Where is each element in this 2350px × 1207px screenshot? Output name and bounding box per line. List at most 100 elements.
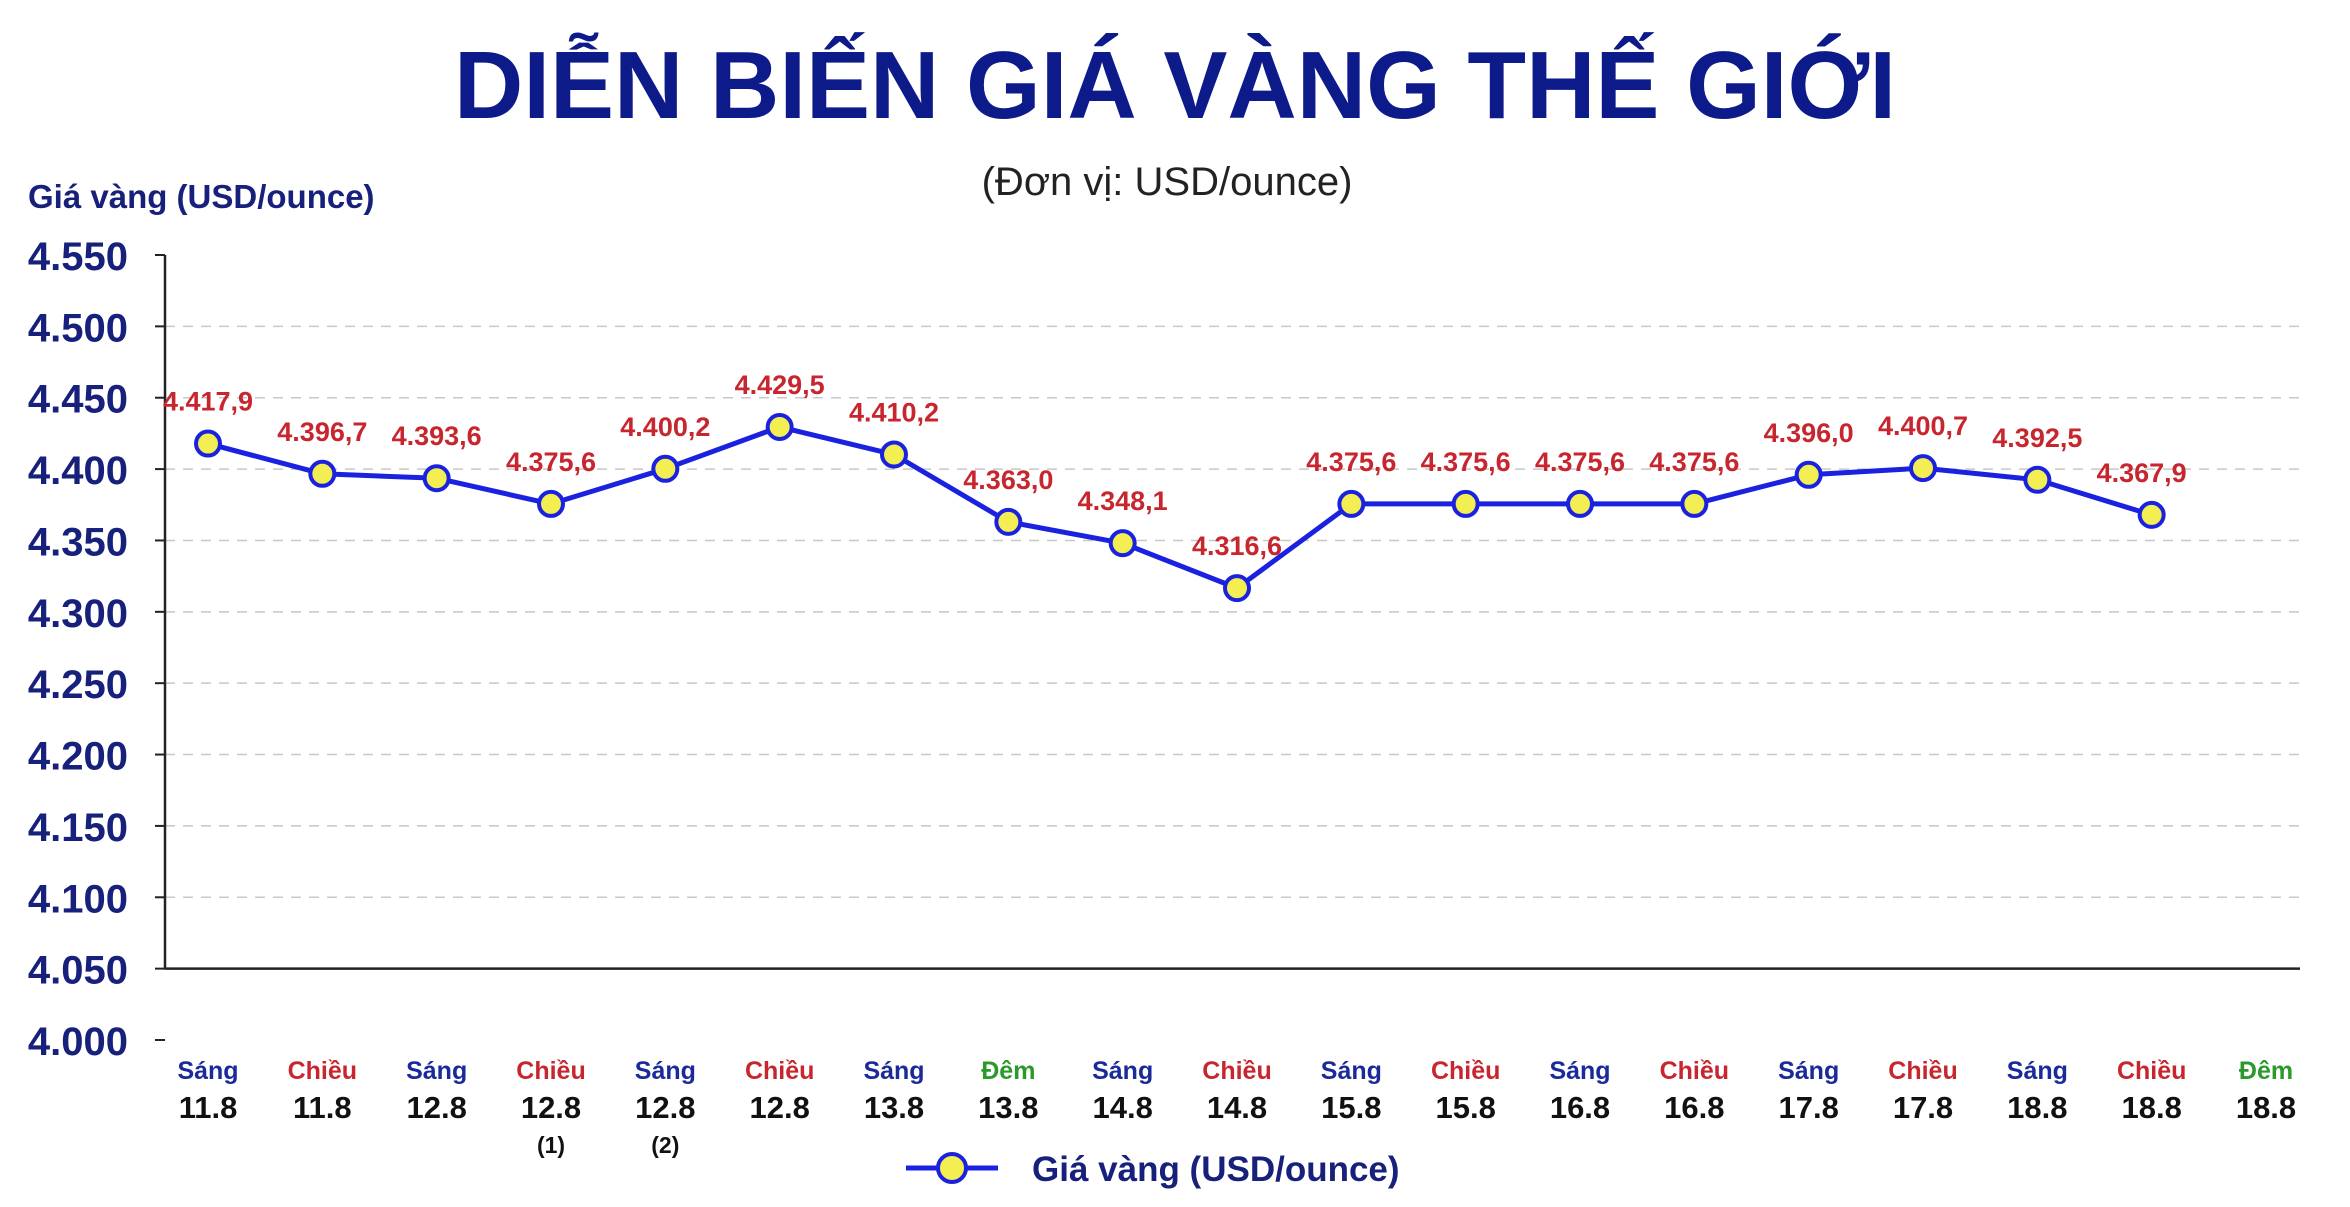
x-tick-period: Chiều bbox=[516, 1057, 585, 1085]
x-tick-date: 17.8 bbox=[1893, 1090, 1953, 1125]
x-tick-period: Đêm bbox=[2239, 1057, 2293, 1085]
data-label: 4.375,6 bbox=[1306, 447, 1396, 477]
data-point bbox=[1451, 489, 1480, 518]
data-label: 4.396,0 bbox=[1764, 418, 1854, 448]
x-tick-period: Sáng bbox=[635, 1057, 696, 1085]
data-label: 4.363,0 bbox=[963, 465, 1053, 495]
data-label: 4.392,5 bbox=[1992, 423, 2082, 453]
y-tick-label: 4.300 bbox=[28, 592, 128, 636]
x-tick-period: Đêm bbox=[981, 1057, 1035, 1085]
data-label: 4.417,9 bbox=[163, 387, 253, 417]
x-tick-date: 18.8 bbox=[2121, 1090, 2181, 1125]
series-line bbox=[207, 424, 2153, 591]
data-label: 4.316,6 bbox=[1192, 531, 1282, 561]
y-tick-label: 4.550 bbox=[28, 235, 128, 279]
legend: Giá vàng (USD/ounce) bbox=[906, 1150, 1400, 1189]
x-tick-date: 11.8 bbox=[179, 1090, 238, 1125]
x-tick-period: Sáng bbox=[177, 1057, 238, 1085]
x-tick-period: Sáng bbox=[1778, 1057, 1839, 1085]
data-point bbox=[1794, 460, 1823, 489]
x-tick-period: Chiều bbox=[288, 1057, 357, 1085]
x-tick-period: Chiều bbox=[1202, 1057, 1271, 1085]
x-tick-period: Sáng bbox=[1321, 1057, 1382, 1085]
y-axis-label: Giá vàng (USD/ounce) bbox=[28, 178, 375, 215]
x-tick-date: 16.8 bbox=[1664, 1090, 1724, 1125]
data-point bbox=[2023, 465, 2052, 494]
data-point bbox=[2137, 500, 2166, 529]
data-point bbox=[651, 454, 680, 483]
series-price: 4.417,9 4.396,7 4.393,6 4.375,6 4.400,2 4.429… bbox=[163, 370, 2187, 603]
x-tick-period: Chiều bbox=[745, 1057, 814, 1085]
data-label: 4.375,6 bbox=[1649, 447, 1739, 477]
chart-subtitle: (Đơn vị: USD/ounce) bbox=[982, 160, 1353, 204]
data-point bbox=[537, 489, 565, 518]
data-point bbox=[765, 412, 794, 441]
x-tick-date: 18.8 bbox=[2236, 1090, 2296, 1125]
data-point bbox=[1337, 489, 1366, 518]
y-tick-label: 4.200 bbox=[28, 735, 128, 779]
y-tick-label: 4.100 bbox=[28, 877, 128, 921]
x-tick-period: Sáng bbox=[1549, 1057, 1610, 1085]
x-tick-date: 13.8 bbox=[864, 1090, 924, 1125]
x-tick-date: 15.8 bbox=[1321, 1090, 1381, 1125]
x-tick-date: 14.8 bbox=[1092, 1090, 1152, 1125]
x-tick-date: 17.8 bbox=[1778, 1090, 1838, 1125]
data-point bbox=[422, 464, 451, 493]
data-point bbox=[880, 440, 908, 469]
x-tick-note: (2) bbox=[651, 1132, 679, 1158]
x-tick-period: Sáng bbox=[863, 1057, 924, 1085]
x-tick-labels: Sáng 11.8 Chiều 11.8 Sáng 12.8 Chiều 12.8 (1) Sán… bbox=[177, 1057, 2296, 1158]
x-tick-period: Chiều bbox=[1431, 1057, 1500, 1085]
data-label: 4.400,7 bbox=[1878, 411, 1968, 441]
x-tick-date: 12.8 bbox=[521, 1090, 581, 1125]
x-tick-period: Chiều bbox=[1660, 1057, 1729, 1085]
y-tick-label: 4.450 bbox=[28, 378, 128, 422]
y-tick-label: 4.150 bbox=[28, 806, 128, 850]
data-point bbox=[1566, 489, 1594, 518]
data-label: 4.429,5 bbox=[735, 370, 825, 400]
y-tick-label: 4.400 bbox=[28, 449, 128, 493]
data-label: 4.396,7 bbox=[277, 417, 367, 447]
data-label: 4.400,2 bbox=[620, 412, 710, 442]
data-label: 4.348,1 bbox=[1078, 486, 1168, 516]
legend-label: Giá vàng (USD/ounce) bbox=[1032, 1150, 1400, 1189]
x-tick-period: Chiều bbox=[2117, 1057, 2186, 1085]
y-tick-label: 4.050 bbox=[28, 949, 128, 993]
data-point bbox=[1680, 489, 1709, 518]
x-tick-date: 12.8 bbox=[406, 1090, 466, 1125]
data-label: 4.410,2 bbox=[849, 398, 939, 428]
x-tick-date: 14.8 bbox=[1207, 1090, 1267, 1125]
y-tick-label: 4.350 bbox=[28, 520, 128, 564]
x-tick-date: 11.8 bbox=[293, 1090, 352, 1125]
data-point bbox=[308, 459, 337, 488]
x-tick-period: Sáng bbox=[406, 1057, 467, 1085]
x-tick-note: (1) bbox=[537, 1132, 565, 1158]
y-tick-labels: 4.000 4.050 4.100 4.150 4.200 4.250 4.300 4.350… bbox=[28, 235, 128, 1064]
x-tick-date: 13.8 bbox=[978, 1090, 1038, 1125]
data-label: 4.375,6 bbox=[1535, 447, 1625, 477]
axes bbox=[155, 254, 2300, 1041]
x-tick-date: 12.8 bbox=[749, 1090, 809, 1125]
data-label: 4.375,6 bbox=[506, 447, 596, 477]
x-tick-period: Sáng bbox=[2007, 1057, 2068, 1085]
x-tick-date: 18.8 bbox=[2007, 1090, 2067, 1125]
data-point bbox=[1108, 529, 1137, 558]
data-point bbox=[1909, 454, 1937, 483]
legend-marker-swatch bbox=[936, 1152, 968, 1184]
y-tick-label: 4.500 bbox=[28, 306, 128, 350]
data-label: 4.375,6 bbox=[1421, 447, 1511, 477]
data-point bbox=[1223, 574, 1251, 603]
data-point bbox=[994, 507, 1023, 536]
x-tick-date: 15.8 bbox=[1435, 1090, 1495, 1125]
data-label: 4.393,6 bbox=[392, 421, 482, 451]
data-point bbox=[194, 429, 222, 458]
grid-lines bbox=[165, 325, 2300, 970]
y-tick-label: 4.000 bbox=[28, 1020, 128, 1064]
chart-title: DIỄN BIẾN GIÁ VÀNG THẾ GIỚI bbox=[454, 31, 1896, 139]
x-tick-date: 12.8 bbox=[635, 1090, 695, 1125]
x-tick-period: Sáng bbox=[1092, 1057, 1153, 1085]
x-tick-period: Chiều bbox=[1888, 1057, 1957, 1085]
data-label: 4.367,9 bbox=[2097, 458, 2187, 488]
